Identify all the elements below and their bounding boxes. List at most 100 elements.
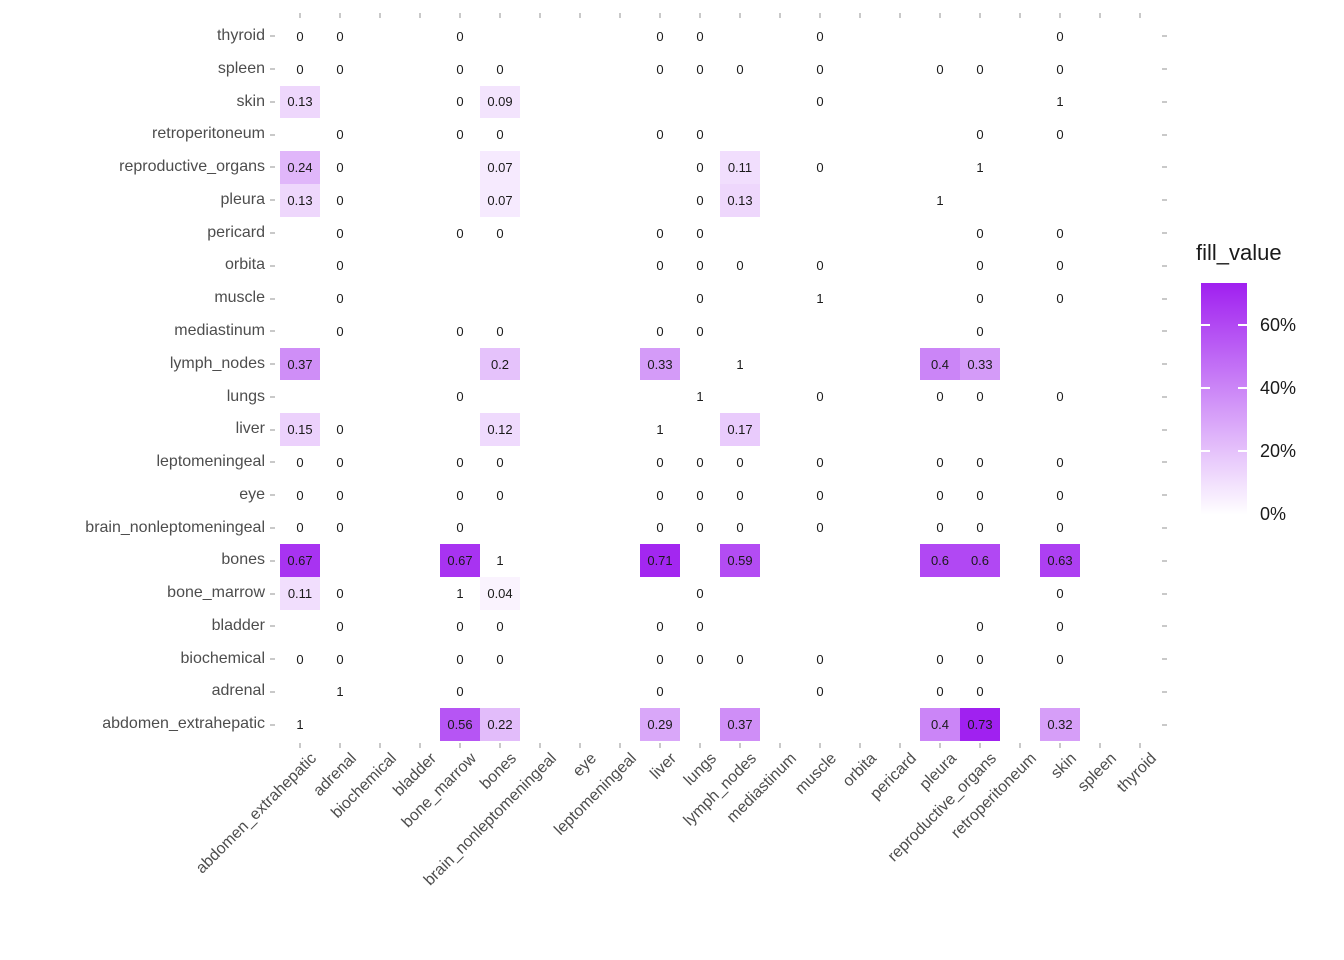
heatmap-cell: 0 — [800, 20, 840, 53]
tick-mark — [819, 13, 821, 18]
tick-mark — [859, 743, 861, 748]
tick-mark — [1162, 690, 1167, 693]
heatmap-cell: 0.37 — [280, 347, 320, 381]
heatmap-cell: 0.56 — [440, 708, 480, 741]
y-axis-label: pleura — [220, 190, 265, 208]
tick-mark — [270, 363, 275, 366]
tick-mark — [739, 743, 741, 748]
tick-mark — [270, 625, 275, 628]
heatmap-cell: 1 — [920, 183, 960, 217]
heatmap-cell: 0 — [960, 118, 1000, 152]
heatmap-cell: 0 — [640, 642, 680, 676]
heatmap-cell: 0 — [800, 52, 840, 86]
legend-bar-tick — [1238, 450, 1247, 452]
tick-mark — [270, 723, 275, 726]
heatmap-cell: 0 — [680, 282, 720, 315]
tick-mark — [659, 743, 661, 748]
heatmap-cell: 0.17 — [720, 413, 760, 447]
heatmap-cell: 0 — [280, 642, 320, 676]
heatmap-cell: 1 — [280, 708, 320, 741]
heatmap-cell: 0 — [480, 609, 520, 643]
heatmap-cell: 0 — [440, 85, 480, 119]
heatmap-cell: 0.33 — [640, 347, 680, 381]
tick-mark — [1162, 68, 1167, 71]
heatmap-cell: 0 — [960, 249, 1000, 283]
heatmap-cell: 0.22 — [480, 708, 520, 741]
heatmap-cell: 0 — [640, 20, 680, 53]
heatmap-cell: 0 — [680, 446, 720, 479]
tick-mark — [1059, 13, 1061, 18]
tick-mark — [1162, 494, 1167, 497]
tick-mark — [939, 13, 941, 18]
legend-bar-tick — [1238, 387, 1247, 389]
tick-mark — [1162, 592, 1167, 595]
tick-mark — [1162, 363, 1167, 366]
tick-mark — [1099, 743, 1101, 748]
heatmap-cell: 0 — [960, 52, 1000, 86]
heatmap-cell: 0 — [440, 380, 480, 414]
tick-mark — [499, 743, 501, 748]
tick-mark — [270, 395, 275, 398]
legend-bar-tick — [1201, 387, 1210, 389]
tick-mark — [270, 166, 275, 169]
heatmap-cell: 0.09 — [480, 85, 520, 119]
heatmap-cell: 0 — [440, 511, 480, 545]
heatmap-cell: 0 — [320, 314, 360, 348]
tick-mark — [379, 743, 381, 748]
heatmap-cell: 0 — [1040, 478, 1080, 512]
y-axis-label: thyroid — [216, 27, 265, 44]
heatmap-cell: 0 — [320, 577, 360, 610]
tick-mark — [699, 13, 701, 18]
heatmap-cell: 0 — [320, 642, 360, 676]
heatmap-cell: 0.67 — [440, 544, 480, 578]
y-axis-label: muscle — [214, 289, 265, 307]
heatmap-cell: 0 — [480, 446, 520, 479]
tick-mark — [459, 743, 461, 748]
legend-bar-tick — [1201, 450, 1210, 452]
tick-mark — [1162, 166, 1167, 169]
tick-mark — [270, 68, 275, 71]
heatmap-cell: 0 — [320, 249, 360, 283]
heatmap-cell: 0 — [1040, 642, 1080, 676]
heatmap-cell: 0 — [680, 577, 720, 610]
legend-bar-tick — [1238, 324, 1247, 326]
y-axis-label: biochemical — [180, 649, 265, 667]
heatmap-cell: 0 — [720, 249, 760, 283]
heatmap-cell: 0.12 — [480, 413, 520, 447]
heatmap-cell: 0.2 — [480, 347, 520, 381]
tick-mark — [1019, 13, 1021, 18]
heatmap-cell: 0 — [960, 642, 1000, 676]
heatmap-cell: 0 — [1040, 118, 1080, 152]
heatmap-cell: 0 — [1040, 511, 1080, 545]
heatmap-cell: 0 — [320, 151, 360, 184]
tick-mark — [579, 13, 581, 18]
tick-mark — [270, 658, 275, 661]
y-axis-label: lungs — [226, 387, 265, 405]
heatmap-cell: 0 — [680, 118, 720, 152]
heatmap-cell: 0 — [800, 446, 840, 479]
heatmap-cell: 0 — [960, 675, 1000, 709]
heatmap-cell: 0 — [920, 675, 960, 709]
tick-mark — [699, 743, 701, 748]
tick-mark — [270, 133, 275, 136]
heatmap-cell: 0 — [960, 282, 1000, 315]
heatmap-cell: 0 — [920, 511, 960, 545]
tick-mark — [1139, 13, 1141, 18]
heatmap-cell: 0 — [440, 216, 480, 250]
heatmap-cell: 0 — [640, 446, 680, 479]
heatmap-cell: 0 — [480, 478, 520, 512]
heatmap-cell: 0 — [320, 216, 360, 250]
heatmap-cell: 0 — [440, 20, 480, 53]
heatmap-cell: 0 — [960, 478, 1000, 512]
heatmap-cell: 0 — [440, 314, 480, 348]
tick-mark — [1162, 35, 1167, 38]
tick-mark — [1162, 526, 1167, 529]
heatmap-cell: 0.33 — [960, 347, 1000, 381]
tick-mark — [1162, 100, 1167, 103]
tick-mark — [1162, 330, 1167, 333]
tick-mark — [1162, 199, 1167, 202]
heatmap-cell: 0 — [960, 609, 1000, 643]
tick-mark — [419, 743, 421, 748]
heatmap-cell: 0 — [800, 249, 840, 283]
heatmap-cell: 0 — [440, 52, 480, 86]
